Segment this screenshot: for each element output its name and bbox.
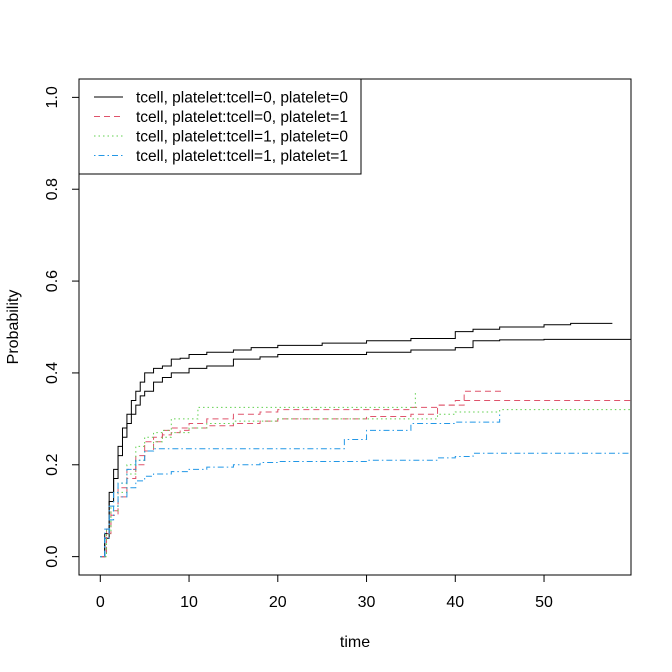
x-axis: 0 10 20 30 40 50 <box>96 574 553 611</box>
y-tick-label: 0.6 <box>44 270 61 292</box>
series-2 <box>100 390 631 558</box>
series-2-curve-1 <box>100 399 631 558</box>
series-layer <box>100 322 632 558</box>
y-tick-label: 0.0 <box>44 545 61 567</box>
legend-box <box>78 78 362 175</box>
series-4 <box>100 414 631 558</box>
y-axis-label: Probability <box>5 290 22 365</box>
legend-label-1: tcell, platelet:tcell=0, platelet=0 <box>136 90 348 107</box>
legend-label-4: tcell, platelet:tcell=1, platelet=1 <box>136 148 348 165</box>
series-1-curve-2 <box>100 338 631 558</box>
series-2-curve-2 <box>100 390 505 558</box>
series-3-curve-2 <box>100 408 632 558</box>
x-tick-label: 40 <box>446 594 464 611</box>
series-4-curve-2 <box>100 414 501 558</box>
y-tick-label: 0.4 <box>44 362 61 384</box>
x-axis-label: time <box>340 634 370 651</box>
x-tick-label: 50 <box>535 594 553 611</box>
series-3-curve-1 <box>100 391 416 558</box>
y-tick-label: 1.0 <box>44 86 61 108</box>
y-tick-label: 0.2 <box>44 454 61 476</box>
x-tick-label: 30 <box>358 594 376 611</box>
series-3 <box>100 391 632 558</box>
series-4-curve-1 <box>100 452 631 558</box>
y-axis: 0.0 0.2 0.4 0.6 0.8 1.0 <box>44 86 80 568</box>
legend-label-3: tcell, platelet:tcell=1, platelet=0 <box>136 129 348 146</box>
x-tick-label: 20 <box>269 594 287 611</box>
legend-label-2: tcell, platelet:tcell=0, platelet=1 <box>136 109 348 126</box>
legend: tcell, platelet:tcell=0, platelet=0 tcell… <box>78 78 362 175</box>
x-tick-label: 10 <box>180 594 198 611</box>
series-1 <box>100 322 631 558</box>
x-tick-label: 0 <box>96 594 105 611</box>
y-tick-label: 0.8 <box>44 178 61 200</box>
